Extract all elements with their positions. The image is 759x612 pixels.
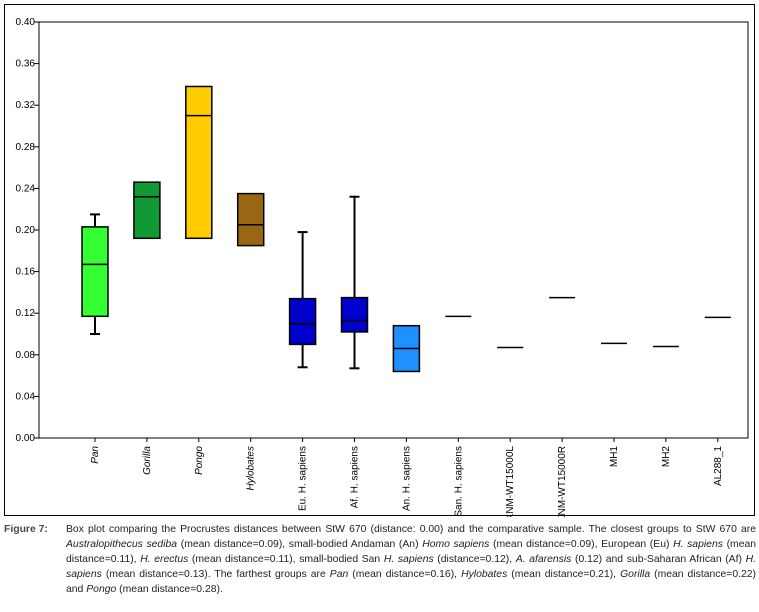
caption-segment: Hylobates — [461, 569, 508, 580]
y-tick-label: 0.28 — [16, 142, 36, 153]
caption-segment: (mean distance=0.22) and — [66, 569, 757, 595]
category-label: An. H. sapiens — [401, 446, 412, 511]
y-tick-label: 0.40 — [16, 17, 36, 28]
caption-segment: H. sapiens — [383, 554, 434, 565]
y-tick-label: 0.32 — [16, 100, 36, 111]
category-label: Pan — [90, 446, 101, 464]
caption-segment: Pongo — [86, 584, 117, 595]
y-tick-label: 0.24 — [16, 183, 36, 194]
y-tick-label: 0.04 — [16, 391, 36, 402]
box — [340, 296, 369, 333]
box — [236, 192, 265, 247]
caption-segment: Gorilla — [620, 569, 651, 580]
caption-segment: A. afarensis — [515, 554, 572, 565]
box — [185, 85, 213, 240]
category-label: San. H. sapiens — [453, 446, 464, 517]
caption-segment: (mean distance=0.16), — [348, 569, 462, 580]
y-tick-label: 0.12 — [16, 308, 36, 319]
y-tick-label: 0.08 — [16, 350, 36, 361]
caption-segment: H. sapiens — [66, 554, 756, 580]
boxplot-chart: 0.00 0.04 0.08 0.12 0.16 0.20 0.24 0.28 0.32 0.36… — [16, 17, 749, 517]
category-label: AL288_1 — [713, 446, 724, 486]
caption-segment: (mean distance=0.11), small-bodied San — [188, 554, 384, 565]
caption-segment: Homo sapiens — [422, 539, 490, 550]
caption-segment: Pan — [329, 569, 349, 580]
y-tick-label: 0.36 — [16, 59, 36, 70]
category-label: Gorilla — [142, 446, 153, 475]
caption-segment: (mean distance=0.28). — [116, 584, 223, 595]
y-tick-label: 0.00 — [16, 433, 36, 444]
caption-segment: (mean distance=0.13). The farthest group… — [101, 569, 330, 580]
category-label: Pongo — [194, 446, 205, 475]
caption-segment: (mean distance=0.21), — [507, 569, 621, 580]
category-label: MH2 — [661, 446, 672, 468]
box — [133, 181, 161, 240]
category-label: Af. H. sapiens — [350, 446, 361, 508]
chart-frame: 0.00 0.04 0.08 0.12 0.16 0.20 0.24 0.28 0.32 0.36… — [4, 4, 755, 517]
category-label: KNM-WT15000L — [505, 446, 516, 517]
category-label: MH1 — [609, 446, 620, 468]
caption-segment: (mean distance=0.09), European (Eu) — [489, 539, 674, 550]
box — [81, 226, 109, 318]
y-tick-label: 0.20 — [16, 225, 36, 236]
box — [288, 297, 317, 346]
caption-segment: (mean distance=0.09), small-bodied Andam… — [177, 539, 423, 550]
caption-segment: (0.12) and sub-Saharan African (Af) — [571, 554, 746, 565]
caption-segment: Australopithecus sediba — [66, 539, 178, 550]
caption-segment: H. sapiens — [673, 539, 723, 550]
caption-segment: (distance=0.12), — [433, 554, 516, 565]
category-label: Eu. H. sapiens — [298, 446, 309, 511]
category-label: KNM-WT15000R — [557, 446, 568, 517]
caption-segment: H. erectus — [140, 554, 189, 565]
caption-label: Figure 7: — [4, 524, 48, 535]
caption-segment: (mean distance=0.11), — [66, 539, 757, 565]
y-tick-label: 0.16 — [16, 267, 36, 278]
caption-text: Box plot comparing the Procrustes distan… — [66, 522, 756, 597]
category-label: Hylobates — [246, 446, 257, 490]
caption-segment: Box plot comparing the Procrustes distan… — [66, 524, 756, 535]
